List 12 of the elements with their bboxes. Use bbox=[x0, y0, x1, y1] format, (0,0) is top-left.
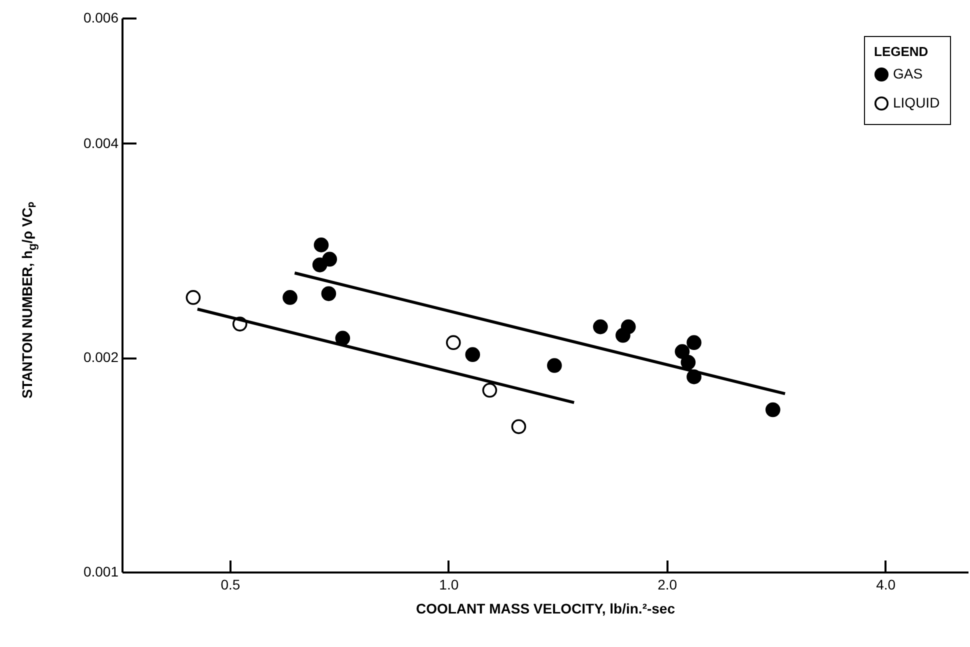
x-tick-label: 1.0 bbox=[439, 576, 459, 592]
legend-title: LEGEND bbox=[874, 44, 928, 59]
y-tick-label: 0.004 bbox=[83, 134, 119, 151]
legend-label: LIQUID bbox=[893, 94, 940, 110]
x-tick-label: 0.5 bbox=[220, 576, 240, 592]
y-tick-label: 0.002 bbox=[83, 349, 119, 366]
x-tick-label: 2.0 bbox=[658, 576, 678, 592]
legend-label: GAS bbox=[893, 66, 923, 82]
y-tick-label: 0.006 bbox=[83, 10, 119, 26]
y-tick-label: 0.001 bbox=[83, 564, 119, 580]
x-axis-title: COOLANT MASS VELOCITY, lb/in.²-sec bbox=[416, 600, 676, 616]
x-tick-label: 4.0 bbox=[876, 576, 896, 592]
